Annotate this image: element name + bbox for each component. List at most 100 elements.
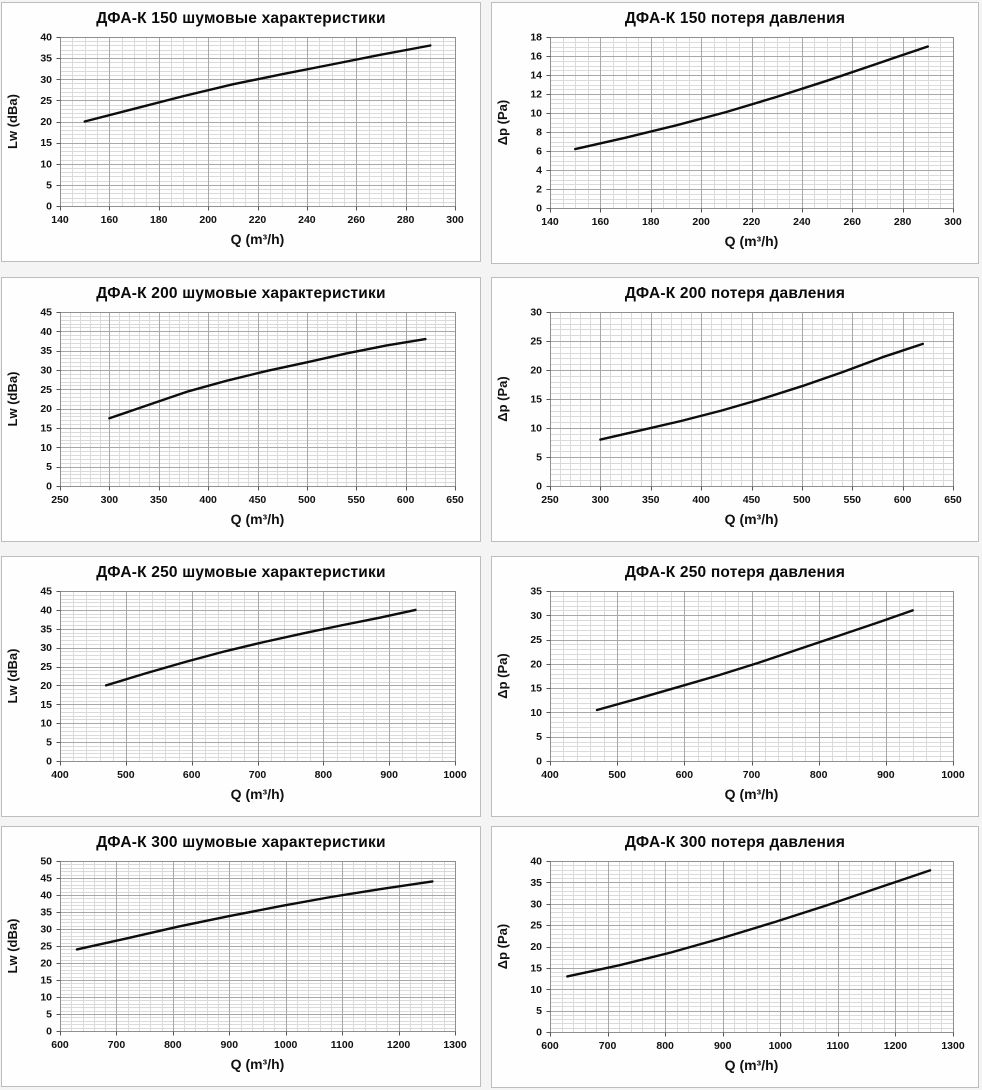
svg-text:Lw (dBa): Lw (dBa) <box>5 919 20 974</box>
svg-text:5: 5 <box>46 1009 52 1021</box>
svg-text:260: 260 <box>843 216 861 228</box>
svg-text:280: 280 <box>397 214 415 226</box>
svg-text:8: 8 <box>536 127 542 139</box>
svg-text:800: 800 <box>810 769 828 781</box>
svg-text:14: 14 <box>530 70 542 82</box>
svg-text:5: 5 <box>46 737 52 749</box>
svg-text:5: 5 <box>536 452 542 464</box>
svg-text:15: 15 <box>40 137 52 149</box>
svg-text:240: 240 <box>793 216 811 228</box>
svg-text:25: 25 <box>530 336 542 348</box>
svg-text:40: 40 <box>530 856 542 868</box>
svg-text:5: 5 <box>46 179 52 191</box>
svg-text:500: 500 <box>298 494 316 506</box>
svg-text:1100: 1100 <box>826 1040 849 1052</box>
svg-text:5: 5 <box>46 461 52 473</box>
svg-text:15: 15 <box>530 394 542 406</box>
chart-panel-dfak150-pressure: ДФА-К 150 потеря давления 140 160 180 200 22… <box>491 2 979 264</box>
svg-text:800: 800 <box>315 769 333 781</box>
svg-text:35: 35 <box>40 345 52 357</box>
chart-title: ДФА-К 200 потеря давления <box>624 285 846 302</box>
svg-text:30: 30 <box>40 642 52 654</box>
chart-plot: 600 700 800 900 1000 1100 1200 1300 0 5 10 15 20 25 30… <box>5 856 467 1073</box>
chart-panel-dfak150-noise: ДФА-К 150 шумовые характеристики 140 160 1… <box>1 2 481 262</box>
svg-text:240: 240 <box>298 214 316 226</box>
svg-text:5: 5 <box>536 1005 542 1017</box>
svg-text:40: 40 <box>40 890 52 902</box>
svg-text:700: 700 <box>108 1039 126 1051</box>
svg-text:15: 15 <box>40 423 52 435</box>
svg-text:800: 800 <box>164 1039 182 1051</box>
svg-text:45: 45 <box>40 586 52 598</box>
svg-text:15: 15 <box>530 962 542 974</box>
svg-text:140: 140 <box>541 216 559 228</box>
svg-text:5: 5 <box>536 731 542 743</box>
svg-text:800: 800 <box>656 1040 674 1052</box>
svg-text:300: 300 <box>592 494 610 506</box>
svg-text:10: 10 <box>530 423 542 435</box>
svg-text:Q (m³/h): Q (m³/h) <box>231 1056 285 1072</box>
svg-text:12: 12 <box>530 89 542 101</box>
svg-text:300: 300 <box>446 214 464 226</box>
chart-title: ДФА-К 150 потеря давления <box>624 10 846 27</box>
svg-text:50: 50 <box>40 856 52 868</box>
svg-text:160: 160 <box>101 214 119 226</box>
svg-text:Q (m³/h): Q (m³/h) <box>725 1057 779 1073</box>
chart-plot: 400 500 600 700 800 900 1000 0 5 10 15 20 25 30 35 40 45… <box>5 586 467 803</box>
chart-title: ДФА-К 250 потеря давления <box>624 564 846 581</box>
chart-plot: 600 700 800 900 1000 1100 1200 1300 0 5 10 15 20 25 30… <box>495 856 965 1074</box>
svg-text:700: 700 <box>249 769 267 781</box>
svg-text:10: 10 <box>530 108 542 120</box>
svg-text:160: 160 <box>592 216 610 228</box>
svg-text:10: 10 <box>530 984 542 996</box>
chart-panel-dfak250-noise: ДФА-К 250 шумовые характеристики 400 500 6… <box>1 556 481 817</box>
svg-text:180: 180 <box>642 216 660 228</box>
svg-text:10: 10 <box>40 718 52 730</box>
svg-text:16: 16 <box>530 51 542 63</box>
svg-text:220: 220 <box>743 216 761 228</box>
chart-plot: 400 500 600 700 800 900 1000 0 5 10 15 20 25 30 35 Q (m… <box>495 586 965 803</box>
svg-text:18: 18 <box>530 32 542 44</box>
svg-text:550: 550 <box>843 494 861 506</box>
svg-text:20: 20 <box>530 941 542 953</box>
svg-text:2: 2 <box>536 184 542 196</box>
svg-text:Q (m³/h): Q (m³/h) <box>231 511 285 527</box>
svg-text:450: 450 <box>743 494 761 506</box>
chart-title: ДФА-К 300 шумовые характеристики <box>96 834 386 851</box>
svg-text:10: 10 <box>40 992 52 1004</box>
svg-text:250: 250 <box>541 494 559 506</box>
svg-text:Lw (dBa): Lw (dBa) <box>5 94 20 149</box>
svg-text:15: 15 <box>40 699 52 711</box>
svg-text:10: 10 <box>40 158 52 170</box>
svg-text:25: 25 <box>40 384 52 396</box>
svg-text:Δp (Pa): Δp (Pa) <box>495 376 510 421</box>
svg-text:0: 0 <box>46 1026 52 1038</box>
svg-text:Δp (Pa): Δp (Pa) <box>495 653 510 698</box>
svg-text:10: 10 <box>530 707 542 719</box>
svg-text:900: 900 <box>380 769 398 781</box>
svg-text:20: 20 <box>40 116 52 128</box>
svg-text:40: 40 <box>40 32 52 44</box>
svg-text:600: 600 <box>397 494 415 506</box>
svg-text:45: 45 <box>40 307 52 319</box>
svg-text:20: 20 <box>530 658 542 670</box>
svg-text:0: 0 <box>46 481 52 493</box>
svg-text:20: 20 <box>40 958 52 970</box>
svg-text:40: 40 <box>40 326 52 338</box>
svg-text:Lw (dBa): Lw (dBa) <box>5 372 20 427</box>
svg-text:Q (m³/h): Q (m³/h) <box>725 233 779 249</box>
svg-text:30: 30 <box>530 307 542 319</box>
svg-text:35: 35 <box>40 53 52 65</box>
svg-text:900: 900 <box>221 1039 239 1051</box>
svg-text:1000: 1000 <box>769 1040 793 1052</box>
chart-title: ДФА-К 250 шумовые характеристики <box>96 564 386 581</box>
svg-text:35: 35 <box>40 907 52 919</box>
svg-text:180: 180 <box>150 214 168 226</box>
svg-text:500: 500 <box>117 769 135 781</box>
svg-text:200: 200 <box>199 214 217 226</box>
chart-plot: 140 160 180 200 220 240 260 280 300 0 2 4 6 8 10 12 14 16… <box>495 32 962 250</box>
svg-text:400: 400 <box>692 494 710 506</box>
chart-plot: 250 300 350 400 450 500 550 600 650 0 5 10 15 20 25 30 Q… <box>495 307 962 528</box>
svg-text:Δp (Pa): Δp (Pa) <box>495 100 510 145</box>
chart-panel-dfak200-pressure: ДФА-К 200 потеря давления 250 300 350 400 45… <box>491 277 979 542</box>
